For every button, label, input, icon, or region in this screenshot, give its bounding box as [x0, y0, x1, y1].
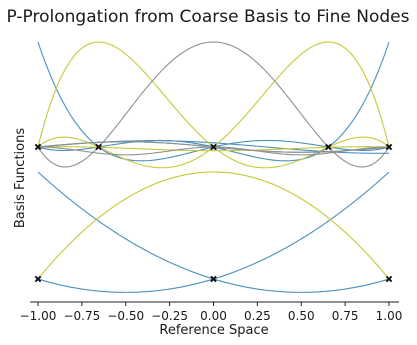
chart-title: P-Prolongation from Coarse Basis to Fine…: [7, 7, 410, 27]
node-marker-coarse-0: [34, 275, 42, 283]
x-axis-ticks: −1.00 −0.75 −0.50 −0.25 0.00 0.25 0.50 0.75 1.00: [20, 302, 403, 323]
series-line-coarse-q2: [37, 171, 390, 293]
node-marker-coarse-2: [385, 275, 393, 283]
panel-fine: [34, 41, 393, 169]
series-line-coarse-q1: [37, 171, 390, 280]
x-tick-label: 1.00: [376, 309, 403, 323]
series-line-fine-l1: [37, 41, 390, 169]
node-marker-fine-4: [385, 143, 393, 151]
node-marker-fine-2: [210, 143, 217, 151]
series-line-fine-c2: [37, 146, 390, 152]
x-tick-label: 0.00: [200, 309, 227, 323]
x-tick-label: −1.00: [20, 309, 57, 323]
x-tick-label: −0.50: [107, 309, 144, 323]
node-marker-fine-1: [95, 143, 102, 151]
series-line-coarse-q0: [37, 171, 390, 293]
x-axis-label: Reference Space: [159, 323, 268, 338]
x-tick-label: −0.25: [151, 309, 188, 323]
panel-coarse: [34, 171, 393, 293]
x-tick-label: 0.25: [244, 309, 271, 323]
x-tick-label: 0.75: [332, 309, 359, 323]
plot-area: [34, 41, 393, 293]
x-tick-label: 0.50: [288, 309, 315, 323]
y-axis-label: Basis Functions: [13, 128, 28, 228]
node-marker-coarse-1: [210, 275, 217, 283]
series-line-fine-l3: [37, 41, 390, 169]
node-marker-fine-0: [34, 143, 42, 151]
node-marker-fine-3: [325, 143, 332, 151]
x-tick-label: −0.75: [63, 309, 100, 323]
